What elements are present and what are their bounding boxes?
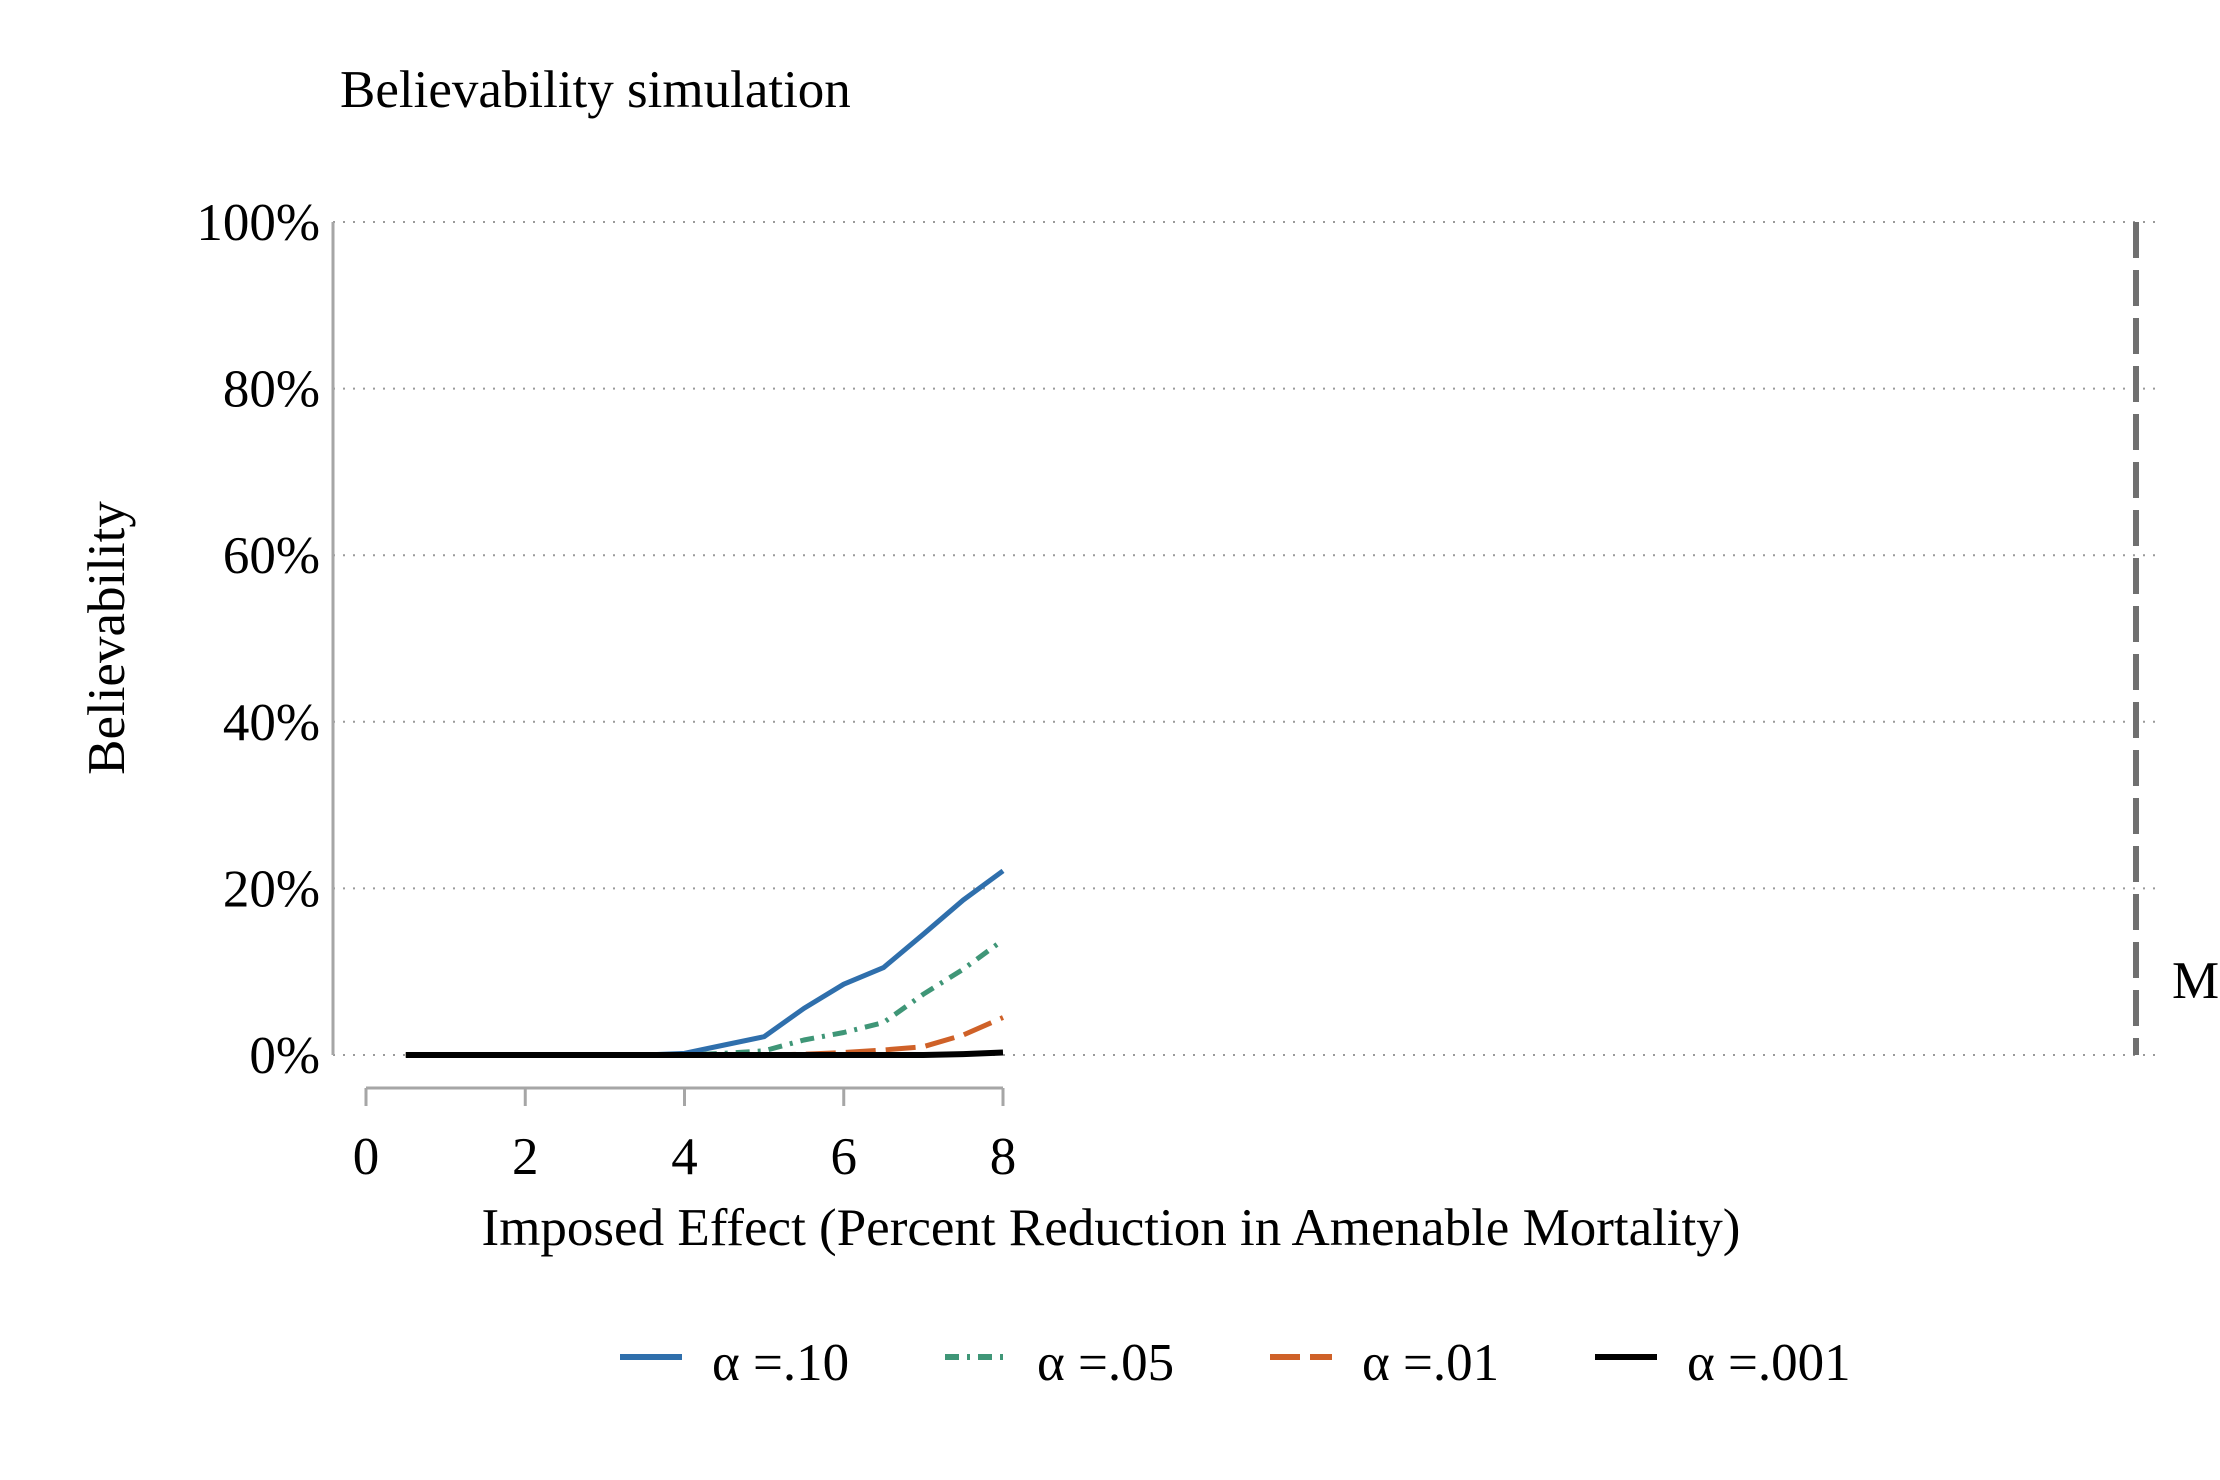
x-axis-label: Imposed Effect (Percent Reduction in Ame… xyxy=(482,1199,1741,1257)
x-tick-label: 4 xyxy=(671,1128,698,1186)
y-tick-label: 40% xyxy=(223,694,320,752)
legend-entry: α =.05 xyxy=(1037,1334,1174,1392)
y-tick-label: 20% xyxy=(223,860,320,918)
x-tick-label: 6 xyxy=(831,1128,858,1186)
series-line xyxy=(405,938,1005,1058)
legend-entry: α =.10 xyxy=(712,1334,849,1392)
series-line xyxy=(405,868,1005,1058)
y-tick-label: 80% xyxy=(223,361,320,419)
series-line xyxy=(405,1049,1004,1058)
x-tick-label: 0 xyxy=(353,1128,380,1186)
legend: α =.10 α =.05 α =.01 α =.001 xyxy=(620,1334,1851,1392)
series-lines xyxy=(405,868,1005,1058)
y-tick-label: 0% xyxy=(249,1027,320,1085)
x-tick-label: 2 xyxy=(512,1128,539,1186)
legend-entry: α =.01 xyxy=(1362,1334,1499,1392)
chart-title: Believability simulation xyxy=(340,61,851,119)
y-tick-label: 100% xyxy=(196,194,320,252)
reference-line-label: M xyxy=(2172,952,2219,1010)
y-tick-labels: 0% 20% 40% 60% 80% 100% xyxy=(196,194,320,1085)
x-tick-labels: 0 2 4 6 8 xyxy=(353,1088,1017,1186)
x-tick-label: 8 xyxy=(990,1128,1017,1186)
gridlines xyxy=(333,221,2160,1056)
legend-entry: α =.001 xyxy=(1687,1334,1851,1392)
y-tick-label: 60% xyxy=(223,527,320,585)
y-axis-label: Believability xyxy=(78,501,136,775)
